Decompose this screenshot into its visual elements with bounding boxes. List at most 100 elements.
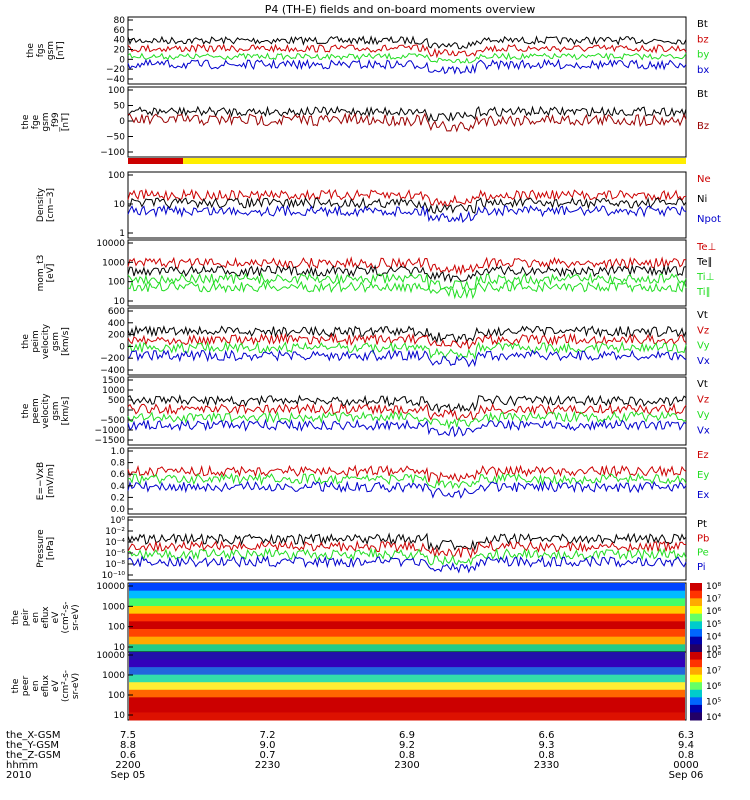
y-tick-label: 10⁻⁴: [105, 538, 125, 548]
y-tick-label: 1000: [102, 386, 125, 396]
y-axis-label: thefgsgsm[nT]: [26, 41, 66, 60]
x-tick-label: 9.3: [539, 740, 555, 751]
x-tick-label: 7.2: [260, 730, 276, 741]
colorbar-label: 10³: [706, 645, 721, 655]
y-label-line: [km/s]: [61, 397, 71, 426]
y-tick-label: 0: [119, 342, 125, 352]
spectrogram-band: [129, 689, 685, 698]
y-label-line: (cm²-s-: [61, 670, 71, 702]
x-tick-label: 6.3: [678, 730, 694, 741]
y-tick-label: 100: [108, 278, 125, 288]
y-label-line: mom_t3: [36, 255, 46, 292]
legend-Bz: Bz: [697, 121, 709, 132]
colorbar-swatch: [690, 697, 702, 706]
y-tick-label: 10⁰: [110, 516, 125, 526]
x-tick-label: 2300: [394, 760, 419, 771]
colorbar-swatch: [690, 712, 702, 721]
y-label-line: the: [11, 610, 21, 625]
y-label-line: gsm: [41, 112, 51, 131]
panel-peer_eflux: 10⁸ 10⁷ 10⁶ 10⁵ 10⁴ 10000 1000 100 10 thepeerenef…: [11, 651, 721, 723]
y-tick-label: 100: [108, 86, 125, 96]
x-row-label: the_Y-GSM: [6, 740, 59, 751]
y-tick-label: 0.4: [111, 482, 126, 492]
spectrogram-band: [129, 583, 685, 592]
y-axis-label: Density[cm−3]: [36, 187, 56, 222]
y-tick-label: 10⁻⁸: [105, 560, 125, 570]
colorbar-swatch: [690, 621, 702, 630]
colorbar-label: 10⁶: [706, 682, 721, 692]
legend-Ey: Ey: [697, 470, 709, 481]
legend-Vy: Vy: [697, 410, 710, 421]
panel-peir_eflux: 10⁸10⁷10⁶10⁵10⁴10³10000100010010thepeire…: [11, 582, 721, 655]
series-line-1: [127, 196, 687, 215]
legend-Vx: Vx: [697, 426, 710, 437]
y-label-line: _f99: [51, 112, 61, 132]
legend-Bt: Bt: [697, 89, 708, 100]
y-label-line: Pressure: [36, 529, 46, 568]
y-tick-label: 0.2: [111, 493, 125, 503]
x-row-label: the_Z-GSM: [6, 750, 61, 761]
y-label-line: eflux: [41, 674, 51, 697]
colorbar-label: 10⁷: [706, 595, 721, 605]
y-label-line: [nT]: [61, 113, 71, 131]
series-line-2: [127, 52, 687, 64]
spectrogram-band: [129, 606, 685, 615]
y-tick-label: 10000: [96, 651, 125, 661]
y-tick-label: 1500: [102, 376, 125, 386]
spectrogram-band: [129, 682, 685, 691]
series-line-2: [127, 204, 687, 223]
y-axis-label: mom_t3[eV]: [36, 255, 56, 292]
spectrogram-band: [129, 629, 685, 638]
x-tick-label: 9.0: [260, 740, 276, 751]
y-label-line: gsm: [51, 401, 61, 420]
y-axis-label: thepeerenefluxeV(cm²-s-sr-eV): [11, 670, 81, 702]
panel-density: Ne Ni Npot 100 10 1 Density[cm−3]: [36, 171, 721, 239]
x-row-label: the_X-GSM: [6, 730, 60, 741]
series-line-0: [127, 256, 687, 276]
y-axis-label: thepeimvelocitygsm[km/s]: [21, 323, 71, 359]
colorbar-label: 10⁷: [706, 667, 721, 677]
y-label-line: en: [31, 680, 41, 691]
series-line-2: [127, 340, 687, 360]
series-line-3: [127, 58, 687, 75]
y-tick-label: 80: [114, 16, 126, 26]
x-tick-label: 6.6: [539, 730, 555, 741]
series-line-2: [127, 480, 687, 499]
y-label-line: the: [21, 403, 31, 418]
y-tick-label: 400: [108, 319, 125, 329]
series-line-0: [127, 394, 687, 414]
figure-title: P4 (TH-E) fields and on-board moments ov…: [265, 3, 536, 16]
y-tick-label: 0: [119, 117, 125, 127]
series-line-1: [127, 472, 687, 490]
y-axis-label: thefgegsm_f99[nT]: [21, 112, 71, 132]
y-tick-label: 100: [108, 623, 125, 633]
x-tick-label: 2200: [115, 760, 140, 771]
y-label-line: peim: [31, 330, 41, 353]
y-label-line: velocity: [41, 393, 51, 429]
colorbar-swatch: [690, 674, 702, 683]
y-tick-label: −100: [100, 148, 125, 158]
colorbar-swatch: [690, 682, 702, 691]
y-label-line: sr-eV): [71, 673, 81, 699]
y-tick-label: 10⁻¹⁰: [102, 571, 126, 581]
y-label-line: E=−VxB: [36, 462, 46, 500]
panel-fge: Bt Bz 100 50 0 −50 −100 thefgegsm_f99[nT]: [21, 86, 709, 158]
legend-Ez: Ez: [697, 450, 709, 461]
spectrogram-band: [129, 667, 685, 676]
legend-Vx: Vx: [697, 356, 710, 367]
spectrogram-band: [129, 697, 685, 706]
panel-frame: [127, 447, 687, 515]
colorbar-label: 10⁶: [706, 607, 721, 617]
y-tick-label: 1.0: [111, 447, 126, 457]
x-tick-label: 7.5: [120, 730, 136, 741]
legend-Vy: Vy: [697, 341, 710, 352]
spectrogram-band: [129, 644, 685, 653]
y-label-line: the: [21, 334, 31, 349]
y-tick-label: 0: [119, 406, 125, 416]
series-line-0: [127, 188, 687, 207]
spectrogram-band: [129, 704, 685, 713]
mode-bar-red: [128, 158, 183, 164]
spectrogram-band: [129, 659, 685, 668]
